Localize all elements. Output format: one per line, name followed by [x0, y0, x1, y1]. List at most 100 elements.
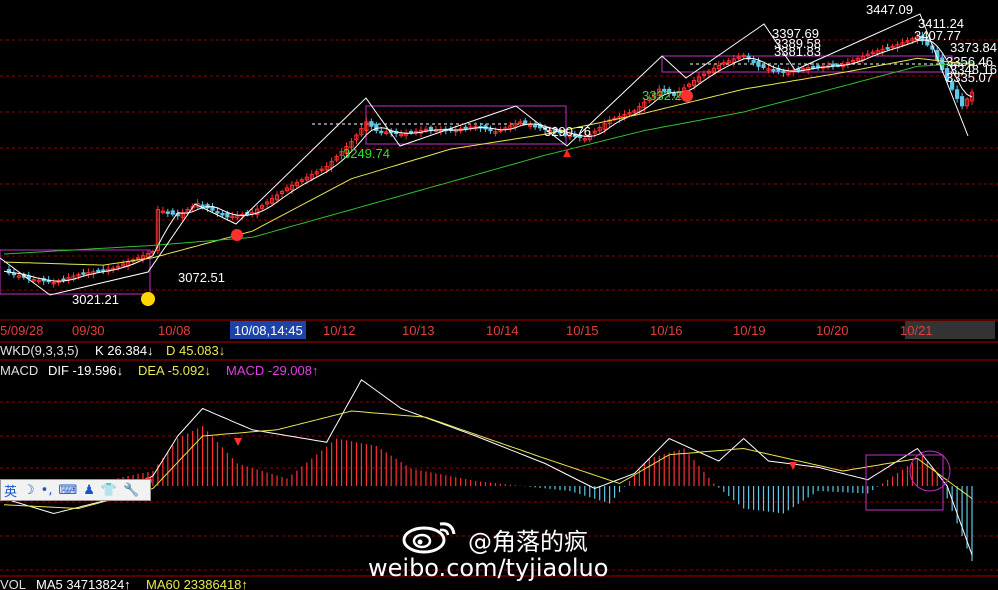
watermark-url: weibo.com/tyjiaoluo [368, 554, 609, 582]
shirt-icon[interactable]: 👕 [100, 482, 118, 498]
macd-box-outline [865, 454, 944, 511]
time-hover-bg [905, 321, 995, 339]
ma-mid-line [3, 57, 973, 266]
candle-body [260, 205, 265, 209]
candle-body [220, 212, 225, 216]
up-triangle-marker [563, 149, 571, 157]
moon-icon[interactable]: ☽ [23, 482, 35, 498]
price-label: 3411.24 [918, 16, 964, 31]
candle-body [945, 68, 950, 81]
time-highlight-bg [230, 321, 306, 339]
candle-body [344, 146, 349, 154]
time-axis-label: 10/14 [486, 323, 519, 338]
kd-d-value: D 45.083↓ [166, 343, 225, 358]
candle-body [890, 45, 895, 49]
candle-body [76, 273, 81, 277]
macd-name: MACD [0, 363, 38, 378]
candle-body [607, 119, 612, 125]
candle-body [289, 184, 295, 191]
candle-body [652, 92, 657, 98]
wrench-icon[interactable]: 🔧 [123, 482, 140, 498]
kd-indicator-row: WKD(9,3,3,5) K 26.384↓ D 45.083↓ [0, 343, 225, 358]
candle-body [741, 54, 746, 58]
candle-body [955, 89, 960, 99]
candle-body [523, 120, 528, 124]
candle-body [369, 121, 374, 127]
macd-circle-marker [909, 450, 951, 492]
candle-body [269, 198, 275, 204]
ma-long-line [3, 62, 973, 255]
candle-body [116, 265, 121, 269]
candle-body [686, 83, 692, 87]
candle-body [374, 123, 379, 132]
candle-body [155, 209, 160, 251]
candle-body [36, 279, 41, 283]
candle-body [533, 124, 538, 128]
candle-body [691, 80, 697, 86]
candle-body [731, 58, 736, 64]
candle-body [528, 124, 533, 127]
keyboard-icon[interactable]: ⌨ [58, 482, 78, 498]
candle-body [721, 62, 726, 65]
candle-body [751, 59, 756, 64]
candle-body [314, 171, 319, 175]
ime-toolbar[interactable]: 英 ☽ •, ⌨ ♟ 👕 🔧 [0, 479, 151, 501]
candle-body [701, 73, 707, 76]
candle-body [880, 48, 885, 53]
time-axis-label: 10/19 [733, 323, 766, 338]
price-label: 3447.09 [866, 2, 913, 17]
price-label: 3356.46 [946, 54, 993, 69]
candle-body [195, 202, 200, 208]
price-label: 3332.2 [642, 88, 682, 103]
candle-body [334, 155, 339, 161]
candle-body [463, 126, 468, 130]
candle-body [816, 65, 821, 68]
candle-body [756, 60, 761, 67]
candle-body [706, 70, 712, 74]
price-label: 3290.76 [544, 124, 591, 139]
candle-body [215, 211, 220, 214]
vol-name: VOL [0, 577, 26, 590]
candle-body [165, 211, 170, 214]
candle-body [145, 253, 151, 258]
kd-k-value: K 26.384↓ [95, 343, 154, 358]
macd-down-marker [234, 438, 242, 446]
ime-lang-label[interactable]: 英 [4, 484, 18, 500]
candle-body [905, 40, 910, 43]
candle-body [493, 131, 498, 134]
candle-body [230, 215, 235, 219]
candle-body [294, 182, 299, 187]
candle-body [135, 257, 141, 260]
candle-body [950, 81, 955, 90]
candle-body [364, 121, 369, 131]
price-label: 3389.58 [774, 36, 821, 51]
macd-panel: MACD DIF -19.596↓ DEA -5.092↓ MACD -29.008↑ [0, 363, 973, 561]
user-icon[interactable]: ♟ [83, 482, 95, 498]
price-label: 3407.77 [914, 28, 961, 43]
candle-body [51, 281, 56, 285]
signal-marker [231, 229, 243, 241]
candle-body [855, 57, 860, 62]
candle-body [811, 65, 816, 69]
time-axis-label: 09/30 [72, 323, 105, 338]
vol-ma60-value: MA60 23386418↑ [146, 577, 248, 590]
candle-body [781, 70, 786, 74]
candle-body [870, 51, 875, 55]
candle-body [180, 212, 185, 219]
candle-body [399, 133, 404, 137]
macd-hist-value: MACD -29.008↑ [226, 363, 318, 378]
price-label: 3335.07 [946, 70, 993, 85]
candle-body [830, 63, 836, 67]
candle-body [384, 131, 389, 135]
dot-icon[interactable]: •, [40, 482, 53, 498]
candle-body [160, 210, 165, 214]
candle-body [959, 96, 965, 107]
candle-body [850, 59, 855, 63]
candle-body [518, 121, 523, 124]
candle-body [761, 64, 766, 69]
candle-body [711, 67, 716, 74]
candle-body [11, 272, 17, 276]
watermark-handle: @角落的疯 [468, 528, 588, 556]
